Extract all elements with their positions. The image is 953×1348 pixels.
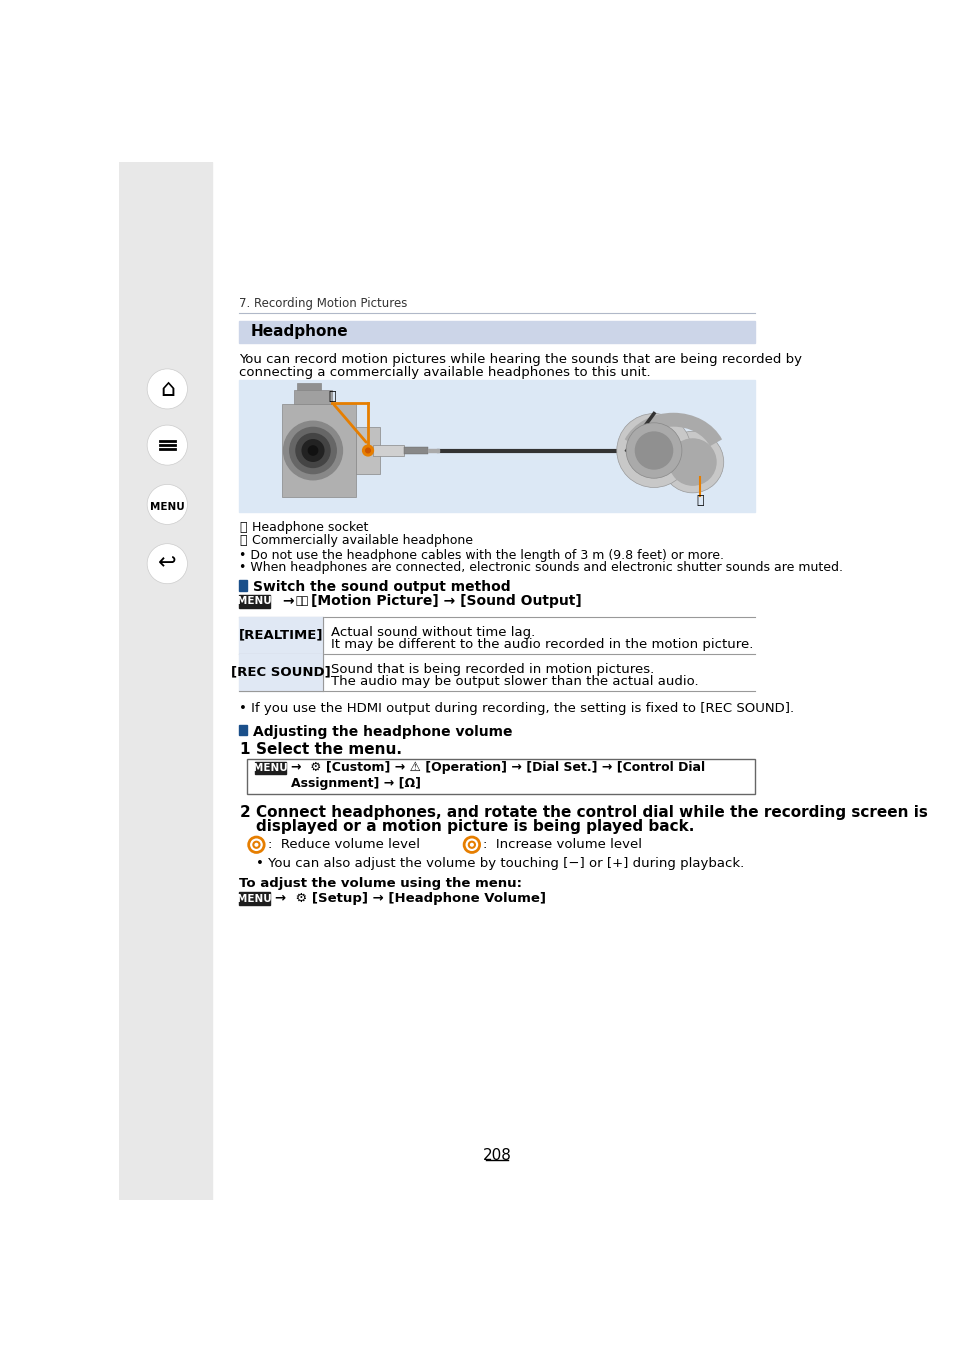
Bar: [239, 380, 754, 512]
Text: ↩: ↩: [158, 554, 176, 574]
Text: • If you use the HDMI output during recording, the setting is fixed to [REC SOUN: • If you use the HDMI output during reco…: [239, 701, 794, 714]
Text: Select the menu.: Select the menu.: [256, 741, 402, 756]
Circle shape: [147, 369, 187, 408]
Text: MENU: MENU: [237, 596, 272, 607]
Text: :  Increase volume level: : Increase volume level: [483, 838, 641, 851]
Bar: [247, 759, 754, 794]
Bar: [239, 654, 323, 690]
Circle shape: [625, 423, 681, 479]
Bar: [239, 617, 323, 654]
Circle shape: [362, 445, 373, 456]
Text: Ⓑ: Ⓑ: [239, 534, 247, 547]
Text: displayed or a motion picture is being played back.: displayed or a motion picture is being p…: [256, 818, 694, 833]
Text: [REALTIME]: [REALTIME]: [238, 628, 323, 642]
Text: →  ⚙ [Custom] → ⚠ [Operation] → [Dial Set.] → [Control Dial: → ⚙ [Custom] → ⚠ [Operation] → [Dial Set…: [291, 762, 704, 774]
Text: Commercially available headphone: Commercially available headphone: [252, 534, 473, 547]
Text: 208: 208: [482, 1147, 511, 1162]
Circle shape: [302, 439, 323, 461]
Bar: [282, 404, 355, 496]
Text: →  ⚙ [Setup] → [Headphone Volume]: → ⚙ [Setup] → [Headphone Volume]: [274, 892, 545, 905]
Circle shape: [468, 841, 475, 848]
Bar: [239, 892, 270, 905]
Text: Ⓐ: Ⓐ: [328, 390, 335, 403]
Text: ⏺⏺: ⏺⏺: [294, 596, 308, 607]
Bar: [239, 725, 247, 736]
Text: [Motion Picture] → [Sound Output]: [Motion Picture] → [Sound Output]: [311, 594, 581, 608]
Circle shape: [365, 448, 370, 453]
Text: Headphone socket: Headphone socket: [252, 522, 368, 534]
Bar: [294, 391, 332, 404]
Text: Ⓐ: Ⓐ: [239, 522, 247, 534]
Bar: [373, 445, 404, 456]
Text: [REC SOUND]: [REC SOUND]: [232, 666, 331, 679]
Text: • When headphones are connected, electronic sounds and electronic shutter sounds: • When headphones are connected, electro…: [239, 561, 842, 574]
Circle shape: [147, 425, 187, 465]
Text: Ⓑ: Ⓑ: [696, 495, 703, 507]
Circle shape: [617, 414, 691, 488]
Text: It may be different to the audio recorded in the motion picture.: It may be different to the audio recorde…: [331, 639, 753, 651]
Text: • You can also adjust the volume by touching [−] or [+] during playback.: • You can also adjust the volume by touc…: [256, 857, 744, 869]
Bar: [119, 162, 212, 1200]
Text: MENU: MENU: [253, 763, 288, 772]
Text: 2: 2: [239, 805, 250, 820]
Bar: [239, 321, 754, 342]
Text: connecting a commercially available headphones to this unit.: connecting a commercially available head…: [239, 365, 650, 379]
Circle shape: [464, 837, 479, 852]
Text: To adjust the volume using the menu:: To adjust the volume using the menu:: [239, 878, 522, 890]
Text: Adjusting the headphone volume: Adjusting the headphone volume: [253, 725, 512, 739]
Circle shape: [661, 431, 723, 493]
Bar: [239, 580, 247, 590]
Text: Switch the sound output method: Switch the sound output method: [253, 580, 510, 594]
Circle shape: [249, 837, 264, 852]
Circle shape: [283, 421, 342, 480]
Circle shape: [308, 446, 317, 456]
Text: Headphone: Headphone: [250, 325, 348, 340]
Text: Connect headphones, and rotate the control dial while the recording screen is: Connect headphones, and rotate the contr…: [256, 805, 927, 820]
Circle shape: [147, 484, 187, 524]
Circle shape: [295, 434, 330, 468]
Bar: [355, 427, 380, 473]
Text: The audio may be output slower than the actual audio.: The audio may be output slower than the …: [331, 675, 698, 689]
Text: Sound that is being recorded in motion pictures.: Sound that is being recorded in motion p…: [331, 663, 654, 677]
Text: ⌂: ⌂: [160, 377, 174, 400]
Text: Assignment] → [Ω]: Assignment] → [Ω]: [291, 776, 421, 790]
Text: MENU: MENU: [237, 894, 272, 903]
Bar: [239, 596, 270, 608]
Text: Actual sound without time lag.: Actual sound without time lag.: [331, 625, 535, 639]
Text: • Do not use the headphone cables with the length of 3 m (9.8 feet) or more.: • Do not use the headphone cables with t…: [239, 549, 723, 562]
Circle shape: [635, 431, 672, 469]
Bar: [254, 762, 286, 774]
Text: MENU: MENU: [150, 501, 185, 512]
Circle shape: [290, 427, 335, 473]
Circle shape: [147, 543, 187, 584]
Text: 7. Recording Motion Pictures: 7. Recording Motion Pictures: [239, 297, 407, 310]
Bar: [404, 448, 427, 453]
Text: 1: 1: [239, 741, 250, 756]
Circle shape: [669, 439, 716, 485]
Text: You can record motion pictures while hearing the sounds that are being recorded : You can record motion pictures while hea…: [239, 353, 801, 365]
Text: :  Reduce volume level: : Reduce volume level: [268, 838, 419, 851]
Bar: [427, 449, 439, 453]
Circle shape: [253, 841, 259, 848]
Bar: [297, 383, 320, 391]
Text: →: →: [282, 594, 294, 608]
